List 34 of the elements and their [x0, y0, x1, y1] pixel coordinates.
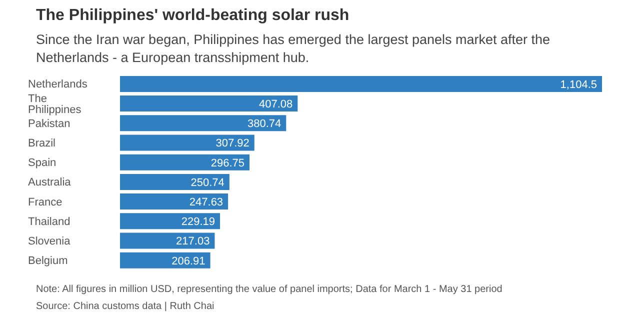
bar [120, 213, 220, 230]
data-label: 380.74 [247, 118, 282, 130]
bar [120, 154, 250, 170]
data-label: 217.03 [176, 236, 210, 248]
data-label: 1,104.5 [560, 78, 597, 91]
bar [120, 76, 602, 92]
chart-subtitle: Since the Iran war began, Philippines has emerged the largest panels market after the Netherlands - a European transshipment hub. [36, 31, 552, 67]
bar [120, 115, 286, 132]
bar [120, 134, 254, 151]
data-label: 247.63 [189, 196, 224, 208]
text: Note: All figures in million USD, representing the value of panel imports; Data for March 1 - May 31 period [36, 283, 502, 297]
chart-title: The Philippines' world-beating solar rush [36, 7, 350, 25]
bar [120, 96, 298, 112]
bar [120, 174, 230, 190]
y-tick-label: France [28, 196, 62, 208]
y-tick-label: Brazil [28, 138, 56, 150]
y-tick-label: Slovenia [28, 236, 72, 248]
y-tick-label: Belgium [28, 255, 68, 268]
y-tick-label: The Philippines [28, 92, 82, 116]
data-label: 407.08 [258, 98, 293, 110]
y-tick-label: Spain [28, 157, 56, 170]
bar [120, 252, 210, 268]
data-label: 296.75 [210, 157, 244, 170]
y-tick-label: Pakistan [28, 118, 70, 130]
source-note: Source: China customs data | Ruth Chai [36, 300, 216, 314]
y-tick-label: Australia [28, 176, 72, 189]
y-tick-label: Thailand [28, 216, 70, 228]
data-label: 250.74 [190, 176, 224, 189]
data-label: 229.19 [181, 216, 216, 228]
data-label: 307.92 [216, 138, 250, 150]
bar [120, 232, 215, 249]
y-tick-label: Netherlands [28, 78, 88, 91]
data-label: 206.91 [172, 255, 206, 268]
bar [120, 194, 228, 210]
